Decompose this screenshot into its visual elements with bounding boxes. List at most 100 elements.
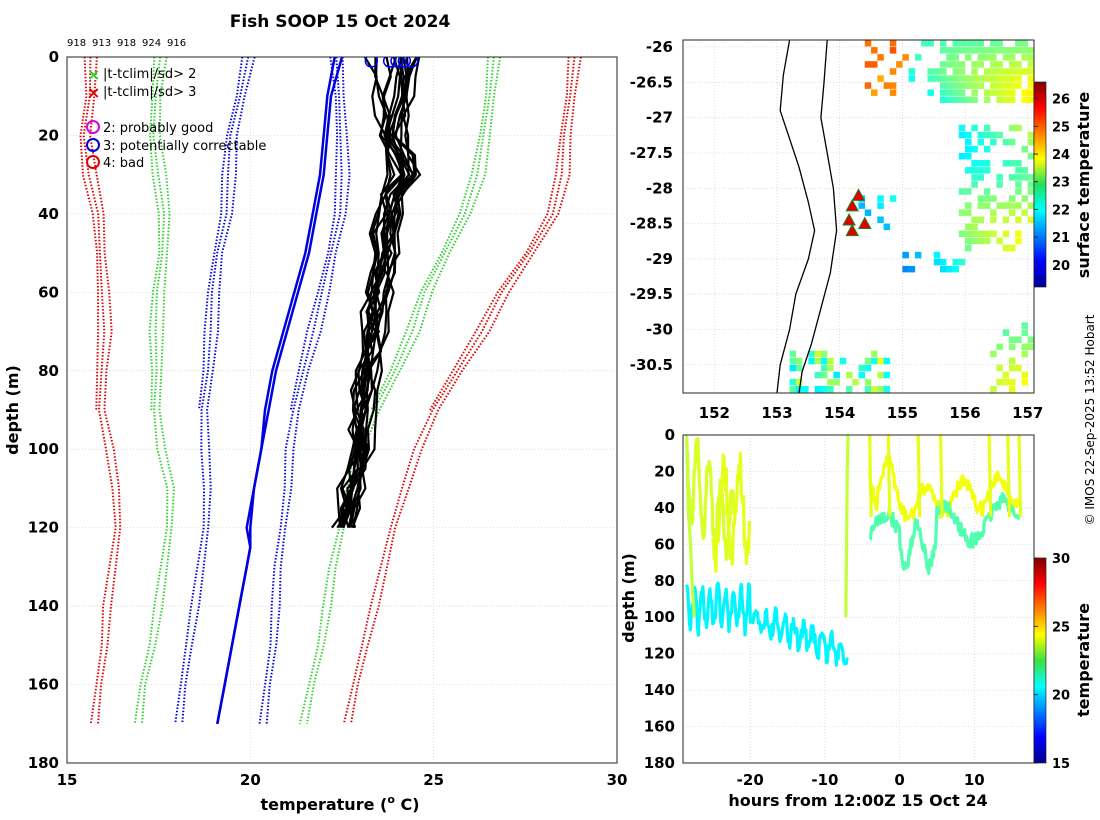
- sst-cell: [889, 40, 897, 47]
- sst-cell: [1034, 47, 1041, 54]
- sst-cell: [871, 47, 878, 54]
- sst-cell: [977, 54, 985, 61]
- sst-cell: [889, 89, 897, 96]
- lat-tick-label: -26: [646, 38, 673, 56]
- sst-cell: [889, 68, 897, 75]
- colorbar-tick-label: 24: [1052, 148, 1070, 163]
- sst-cell: [946, 96, 953, 103]
- sst-cell: [1015, 188, 1022, 195]
- climatology-line: [198, 57, 244, 411]
- sst-cell: [1008, 195, 1016, 202]
- profile-ids: 918 913 918 924 916: [67, 38, 186, 49]
- sst-cell: [864, 209, 872, 216]
- depth-track: [711, 451, 752, 574]
- sst-cell: [827, 385, 834, 393]
- sst-cell: [877, 216, 884, 223]
- sst-cell: [946, 61, 953, 68]
- sst-cell: [908, 68, 916, 75]
- sst-cell: [965, 209, 972, 216]
- sst-cell: [952, 89, 960, 96]
- sst-cell: [1021, 54, 1028, 61]
- sst-cell: [965, 138, 972, 146]
- qc-marker: [404, 57, 419, 68]
- sst-cell: [864, 40, 872, 47]
- station-marker: [842, 212, 856, 226]
- colorbar-tick-label: 23: [1052, 176, 1070, 191]
- sst-cell: [1027, 131, 1034, 139]
- sst-cell: [1027, 54, 1034, 61]
- climatology-line: [174, 57, 250, 724]
- sst-cell: [971, 223, 978, 231]
- sst-cell: [933, 68, 941, 75]
- sst-cell: [1002, 68, 1010, 75]
- depth-track: [685, 435, 696, 618]
- sst-cell: [933, 75, 941, 82]
- sst-cell: [1008, 82, 1016, 89]
- lat-tick-label: -29.5: [630, 285, 673, 303]
- sst-cell: [1008, 96, 1016, 103]
- sst-cell: [965, 145, 972, 153]
- sst-cell: [996, 61, 1003, 68]
- sst-cell: [965, 202, 972, 209]
- sst-cell: [958, 40, 966, 47]
- sst-cell: [939, 61, 947, 68]
- y-tick-label: 100: [28, 440, 59, 458]
- sst-cell: [977, 237, 985, 245]
- sst-cell: [971, 230, 978, 238]
- profile-axes-box: [66, 56, 618, 764]
- sst-cell: [977, 195, 985, 202]
- map-colorbar: [1033, 81, 1047, 288]
- magenta-circle-icon: [86, 120, 100, 134]
- sst-cell: [965, 230, 972, 238]
- legend-sd3: × |t-tclim|/sd> 3: [87, 83, 196, 102]
- depth-track: [844, 435, 850, 618]
- sst-cell: [983, 202, 991, 209]
- sst-cell: [977, 160, 985, 167]
- sst-cell: [971, 237, 978, 245]
- legend-correctable-label: 3: potentially correctable: [103, 139, 266, 154]
- sst-cell: [983, 167, 991, 174]
- sst-cell: [958, 209, 966, 216]
- sst-cell: [877, 357, 884, 365]
- sst-cell: [1034, 344, 1041, 351]
- sst-cell: [795, 364, 803, 372]
- timeseries-ylabel: depth (m): [619, 553, 638, 643]
- colorbar-tick-label: 15: [1052, 757, 1070, 772]
- sst-cell: [1008, 89, 1016, 96]
- sst-cell: [1034, 61, 1041, 68]
- sst-cell: [1027, 138, 1034, 146]
- lat-tick-label: -29: [646, 250, 673, 268]
- sst-cell: [858, 371, 865, 379]
- sst-cell: [1008, 202, 1016, 209]
- sst-cell: [1015, 237, 1022, 245]
- sst-cell: [996, 89, 1003, 96]
- sst-cell: [939, 40, 947, 47]
- sst-cell: [971, 145, 978, 153]
- sst-cell: [1008, 138, 1016, 146]
- timeseries-colorbar: [1033, 557, 1047, 764]
- sst-cell: [864, 364, 872, 372]
- sst-cell: [958, 258, 966, 266]
- sst-cell: [952, 96, 960, 103]
- sst-cell: [965, 131, 972, 139]
- sst-cell: [983, 54, 991, 61]
- sst-cell: [971, 47, 978, 54]
- sst-cell: [1021, 322, 1028, 329]
- sst-cell: [789, 378, 797, 386]
- sst-cell: [877, 371, 884, 379]
- sst-cell: [1008, 209, 1016, 216]
- sst-cell: [952, 68, 960, 75]
- lon-tick-label: 155: [887, 404, 918, 422]
- sst-cell: [902, 265, 909, 273]
- sst-cell: [1008, 124, 1016, 132]
- sst-cell: [1002, 329, 1010, 336]
- sst-cell: [983, 195, 991, 202]
- sst-cell: [1021, 40, 1028, 47]
- sst-cell: [889, 195, 897, 202]
- sst-cell: [971, 181, 978, 188]
- colorbar-tick-label: 20: [1052, 689, 1070, 704]
- sst-cell: [990, 89, 997, 96]
- timeseries-xlabel: hours from 12:00Z 15 Oct 24: [728, 791, 987, 810]
- sst-cell: [808, 350, 815, 358]
